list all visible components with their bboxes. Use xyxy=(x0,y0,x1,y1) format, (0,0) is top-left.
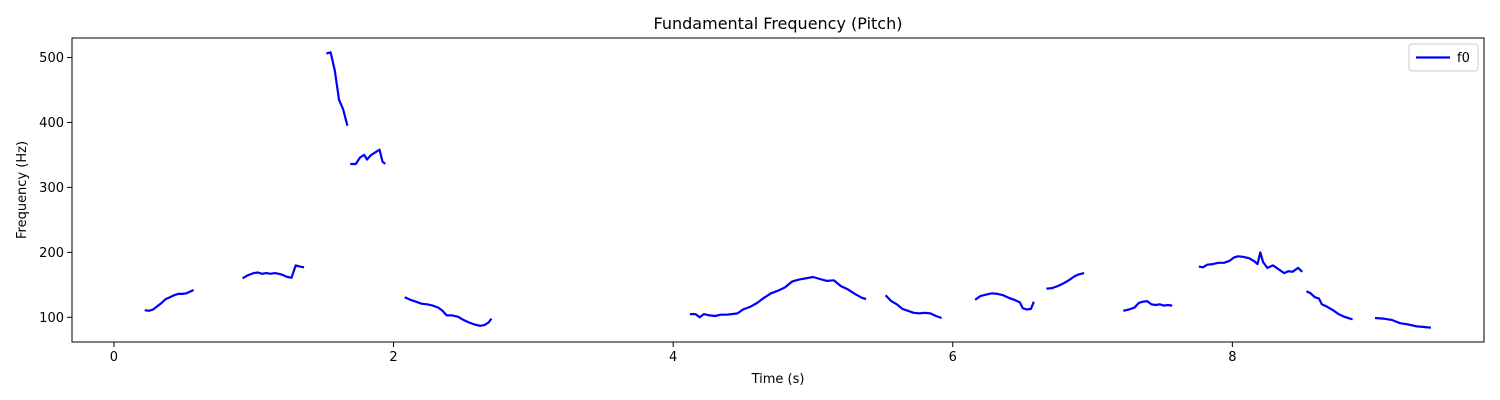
x-tick-label: 4 xyxy=(669,350,677,365)
axes-frame xyxy=(71,37,1485,343)
x-tick-label: 8 xyxy=(1228,350,1236,365)
x-tick-label: 2 xyxy=(389,350,397,365)
y-tick-label: 100 xyxy=(39,311,64,326)
f0-line-segment xyxy=(1046,272,1085,290)
f0-line-segment xyxy=(350,148,386,166)
plot-area xyxy=(144,51,1432,329)
f0-line-segment xyxy=(242,264,305,280)
x-axis-label: Time (s) xyxy=(751,372,805,387)
y-tick-label: 200 xyxy=(39,246,64,261)
f0-line-segment xyxy=(144,289,195,312)
x-tick-label: 6 xyxy=(949,350,957,365)
f0-line-segment xyxy=(326,51,349,126)
x-tick-label: 0 xyxy=(110,350,118,365)
f0-line-segment xyxy=(404,296,493,327)
y-tick-label: 300 xyxy=(39,181,64,196)
chart-title: Fundamental Frequency (Pitch) xyxy=(654,14,903,33)
f0-line-segment xyxy=(974,292,1035,311)
f0-line-segment xyxy=(1306,290,1353,321)
y-tick-label: 400 xyxy=(39,116,64,131)
f0-line-segment xyxy=(1198,251,1304,275)
f0-line-segment xyxy=(1374,316,1432,329)
axis-ticks: 0 2 4 6 8 100 200 300 400 500 xyxy=(39,51,1236,365)
y-tick-label: 500 xyxy=(39,51,64,66)
legend-label: f0 xyxy=(1457,51,1470,66)
y-axis-label: Frequency (Hz) xyxy=(15,141,30,239)
f0-line-segment xyxy=(689,275,867,319)
legend: f0 xyxy=(1408,43,1479,72)
f0-line-segment xyxy=(884,294,942,320)
f0-line-segment xyxy=(1123,300,1173,312)
